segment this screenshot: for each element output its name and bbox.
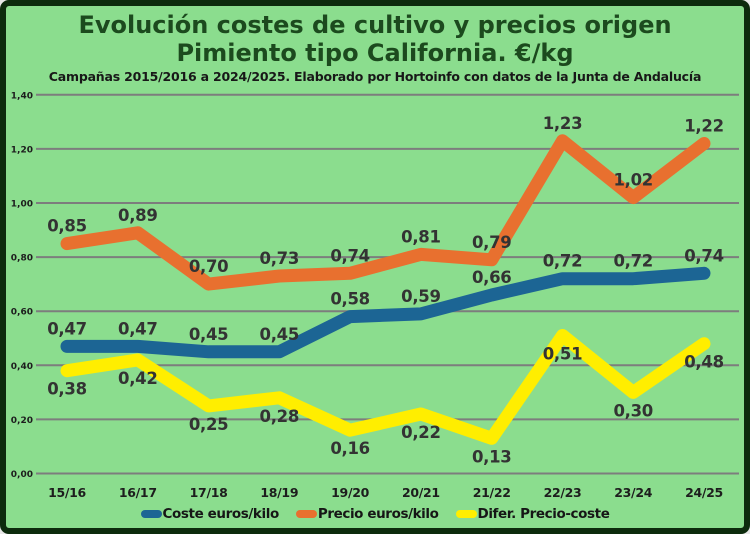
x-tick-label: 24/25 <box>685 485 723 500</box>
data-label: 0,72 <box>543 252 583 271</box>
legend-item-difer: Difer. Precio-coste <box>455 506 610 522</box>
chart-title-line2: Pimiento tipo California. €/kg <box>176 39 574 67</box>
data-label: 1,23 <box>543 114 583 133</box>
series-line-precio-euros-kilo <box>60 134 711 291</box>
chart-subtitle: Campañas 2015/2016 a 2024/2025. Elaborad… <box>48 69 702 84</box>
chart-title-line1: Evolución costes de cultivo y precios or… <box>78 11 672 39</box>
data-label: 0,16 <box>330 439 370 458</box>
x-tick-label: 19/20 <box>331 485 369 500</box>
data-label: 0,25 <box>189 415 229 434</box>
data-label: 1,22 <box>684 117 724 136</box>
legend-item-coste: Coste euros/kilo <box>140 506 280 522</box>
y-tick-label: 0,40 <box>11 362 33 372</box>
y-tick-label: 1,00 <box>11 200 33 210</box>
legend-label-precio: Precio euros/kilo <box>317 506 439 522</box>
x-tick-label: 17/18 <box>190 485 228 500</box>
data-label: 0,70 <box>189 257 229 276</box>
data-label: 0,42 <box>118 369 158 388</box>
y-tick-label: 1,20 <box>11 145 33 155</box>
data-label: 0,66 <box>472 268 512 287</box>
x-tick-label: 23/24 <box>614 485 652 500</box>
line-chart-plot: 0,00 0,20 0,40 0,60 0,80 1,00 1,20 1,40 15/16 16/… <box>11 91 739 500</box>
x-tick-label: 21/22 <box>473 485 511 500</box>
x-tick-label: 22/23 <box>544 485 582 500</box>
data-label: 0,58 <box>330 290 370 309</box>
legend-label-difer: Difer. Precio-coste <box>477 506 610 522</box>
y-tick-label: 1,40 <box>11 91 33 101</box>
series-line-coste-euros-kilo <box>60 266 711 359</box>
x-tick-label: 20/21 <box>402 485 440 500</box>
x-tick-label: 16/17 <box>119 485 157 500</box>
data-label: 0,73 <box>260 249 300 268</box>
data-label: 0,13 <box>472 447 512 466</box>
data-label: 0,45 <box>260 325 300 344</box>
chart-header: Evolución costes de cultivo y precios or… <box>6 11 744 84</box>
data-label: 0,22 <box>401 423 441 442</box>
series-line-difer-precio-coste <box>60 329 711 445</box>
data-label: 0,28 <box>260 407 300 426</box>
y-tick-label: 0,80 <box>11 254 33 264</box>
data-label: 0,47 <box>47 319 87 338</box>
data-label: 0,45 <box>189 325 229 344</box>
data-label: 0,74 <box>684 246 724 265</box>
legend-item-precio: Precio euros/kilo <box>295 506 439 522</box>
legend-label-coste: Coste euros/kilo <box>162 506 280 522</box>
x-tick-label: 18/19 <box>260 485 298 500</box>
data-label: 0,47 <box>118 319 158 338</box>
x-tick-label: 15/16 <box>48 485 86 500</box>
data-label: 0,38 <box>47 380 87 399</box>
legend-swatch-coste-icon <box>140 510 162 518</box>
data-label: 0,89 <box>118 206 158 225</box>
data-label: 0,74 <box>330 246 370 265</box>
chart-legend: Coste euros/kilo Precio euros/kilo Difer… <box>6 506 744 522</box>
data-label: 0,51 <box>543 345 583 364</box>
data-label: 0,85 <box>47 217 87 236</box>
data-label: 1,02 <box>613 171 653 190</box>
legend-swatch-difer-icon <box>455 510 477 518</box>
data-label: 0,72 <box>613 252 653 271</box>
data-label: 0,79 <box>472 233 512 252</box>
legend-swatch-precio-icon <box>295 510 317 518</box>
y-tick-label: 0,60 <box>11 308 33 318</box>
y-tick-label: 0,20 <box>11 416 33 426</box>
y-tick-label: 0,00 <box>11 470 33 480</box>
data-label: 0,81 <box>401 227 441 246</box>
data-label: 0,59 <box>401 287 441 306</box>
data-label: 0,48 <box>684 353 724 372</box>
data-label: 0,30 <box>613 401 653 420</box>
